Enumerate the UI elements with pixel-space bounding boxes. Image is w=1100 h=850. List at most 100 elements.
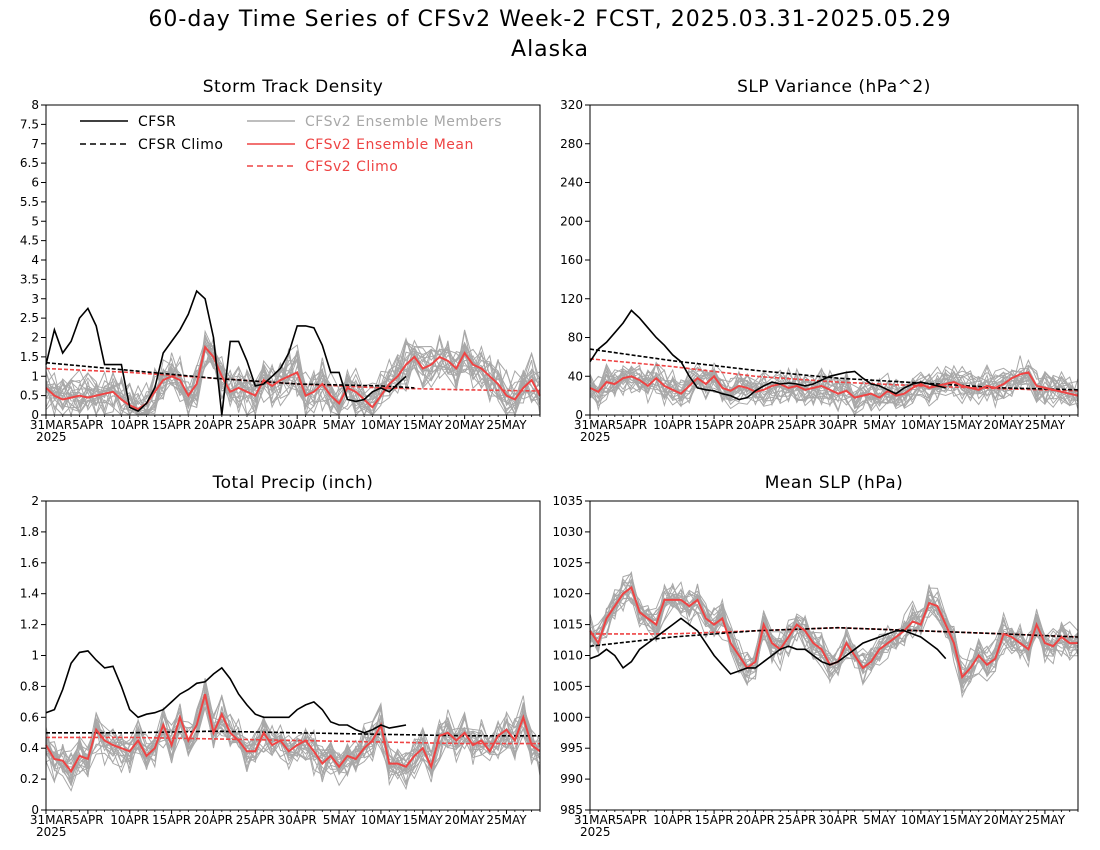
y-tick-label: 0 <box>31 408 39 422</box>
y-tick-label: 280 <box>560 137 583 151</box>
legend: CFSR CFSR Climo CFSv2 Ensemble Members CFSv… <box>80 114 502 175</box>
panel-title-slpvar: SLP Variance (hPa^2) <box>737 77 931 97</box>
ensemble-member-line <box>45 339 541 417</box>
x-tick-label: 25APR <box>236 418 275 432</box>
y-tick-label: 1005 <box>552 679 583 693</box>
panel-frame <box>45 104 541 416</box>
y-tick-label: 80 <box>568 331 583 345</box>
ensemble-member-line <box>589 364 1079 412</box>
panel-title-mslp: Mean SLP (hPa) <box>765 473 904 493</box>
y-tick-label: 0.2 <box>20 772 39 786</box>
y-tick-label: 1015 <box>552 618 583 632</box>
cfsr-climo-line <box>45 361 415 389</box>
y-tick-label: 2.5 <box>20 311 39 325</box>
y-tick-label: 1000 <box>552 710 583 724</box>
x-tick-label: 5APR <box>616 418 647 432</box>
y-tick-label: 160 <box>560 253 583 267</box>
ensemble-member-line <box>45 337 541 417</box>
x-tick-label: 10APR <box>653 813 692 827</box>
x-tick-label: 15APR <box>152 813 191 827</box>
x-tick-label: 25MAY <box>486 813 527 827</box>
y-tick-label: 995 <box>560 741 583 755</box>
x-tick-label: 25MAY <box>486 418 527 432</box>
y-tick-label: 4.5 <box>20 234 39 248</box>
x-tick-label: 15APR <box>152 418 191 432</box>
ensemble-member-line <box>589 364 1079 409</box>
y-tick-label: 40 <box>568 369 583 383</box>
y-tick-label: 0.5 <box>20 389 39 403</box>
x-tick-label: 10APR <box>110 813 149 827</box>
ensemble-mean-line <box>45 693 541 774</box>
x-tick-label: 31MAR <box>574 418 616 432</box>
x-tick-label: 5MAY <box>323 418 356 432</box>
y-tick-label: 120 <box>560 292 583 306</box>
x-tick-label: 30APR <box>278 813 317 827</box>
y-tick-label: 0 <box>575 408 583 422</box>
x-tick-label: 15MAY <box>942 418 983 432</box>
x-tick-label: 10MAY <box>361 813 402 827</box>
x-tick-label: 15MAY <box>942 813 983 827</box>
x-tick-label: 10MAY <box>901 418 942 432</box>
y-tick-label: 0.4 <box>20 741 39 755</box>
y-tick-label: 7.5 <box>20 117 39 131</box>
x-tick-label: 25MAY <box>1025 418 1066 432</box>
x-year-label: 2025 <box>580 825 611 839</box>
cfsr-line <box>589 617 947 675</box>
x-tick-label: 20MAY <box>983 418 1024 432</box>
figure-title: 60-day Time Series of CFSv2 Week-2 FCST,… <box>148 7 952 32</box>
y-tick-label: 3.5 <box>20 272 39 286</box>
x-tick-label: 20MAY <box>445 813 486 827</box>
x-tick-label: 30APR <box>278 418 317 432</box>
y-tick-label: 1 <box>31 649 39 663</box>
ensemble-member-line <box>589 361 1079 410</box>
ensemble-member-line <box>589 361 1079 408</box>
panel-precip: Total Precip (inch) 0 0.2 0.4 0.6 0.8 1 1.2 1.4 1… <box>20 473 541 839</box>
ensemble-member-line <box>45 683 541 791</box>
y-tick-label: 0.6 <box>20 710 39 724</box>
x-tick-label: 20APR <box>194 813 233 827</box>
x-tick-label: 10MAY <box>361 418 402 432</box>
x-tick-label: 25APR <box>777 813 816 827</box>
x-tick-label: 31MAR <box>574 813 616 827</box>
y-tick-label: 985 <box>560 803 583 817</box>
x-year-label: 2025 <box>36 430 67 444</box>
y-tick-label: 0.8 <box>20 679 39 693</box>
panel-frame <box>589 104 1079 416</box>
x-tick-label: 20MAY <box>983 813 1024 827</box>
y-tick-label: 2 <box>31 494 39 508</box>
ensemble-member-line <box>45 693 541 776</box>
legend-cfsr-climo-label: CFSR Climo <box>138 137 223 153</box>
y-tick-label: 3 <box>31 292 39 306</box>
y-tick-label: 200 <box>560 214 583 228</box>
ensemble-member-line <box>589 371 1079 413</box>
x-tick-label: 25APR <box>777 418 816 432</box>
cfsr-climo-line <box>589 348 1079 391</box>
y-tick-label: 8 <box>31 98 39 112</box>
y-tick-label: 1.4 <box>20 587 39 601</box>
x-tick-label: 20APR <box>736 418 775 432</box>
x-tick-label: 5APR <box>72 418 103 432</box>
y-tick-label: 2 <box>31 331 39 345</box>
x-tick-label: 25APR <box>236 813 275 827</box>
y-tick-label: 1030 <box>552 525 583 539</box>
x-tick-label: 15MAY <box>403 418 444 432</box>
y-tick-label: 5 <box>31 214 39 228</box>
x-tick-label: 15APR <box>695 418 734 432</box>
y-tick-label: 6.5 <box>20 156 39 170</box>
y-tick-label: 1020 <box>552 587 583 601</box>
cfsr-line <box>45 650 407 734</box>
x-tick-label: 30APR <box>819 418 858 432</box>
panel-frame <box>45 500 541 811</box>
legend-members-label: CFSv2 Ensemble Members <box>305 114 502 130</box>
ensemble-member-line <box>589 572 1079 686</box>
panel-frame <box>589 500 1079 811</box>
y-tick-label: 240 <box>560 176 583 190</box>
y-tick-label: 0 <box>31 803 39 817</box>
x-tick-label: 25MAY <box>1025 813 1066 827</box>
ensemble-member-line <box>589 589 1079 695</box>
y-tick-label: 990 <box>560 772 583 786</box>
ensemble-member-line <box>589 570 1079 678</box>
figure-subtitle: Alaska <box>511 37 589 62</box>
y-tick-label: 7 <box>31 137 39 151</box>
